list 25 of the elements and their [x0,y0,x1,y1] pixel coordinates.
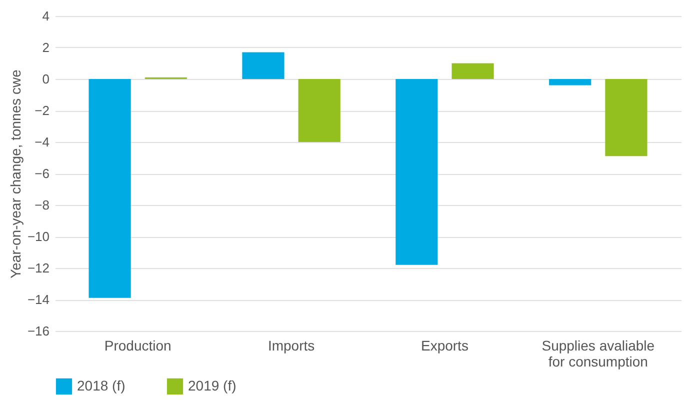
bar [242,52,284,79]
y-axis-title: Year-on-year change, tonnes cwe [7,69,24,278]
x-tick-label: Production [104,338,172,354]
y-tick-label: 4 [42,8,50,24]
y-tick-label: −16 [27,324,50,338]
bar [605,79,648,156]
y-tick-label: 2 [42,40,50,55]
y-tick-label: −14 [27,292,50,307]
y-tick-label: −2 [34,103,50,118]
y-tick-label: 0 [42,72,50,86]
x-tick-label: Imports [268,338,315,354]
y-tick-label: −10 [27,229,50,244]
y-tick-label: −6 [34,166,50,181]
bar [549,79,592,86]
bar [298,79,340,142]
y-tick-label: −12 [27,260,50,276]
legend-label: 2018 (f) [77,377,126,394]
x-tick-label: Supplies avaliable for consumption [542,338,655,370]
x-tick-label: Exports [420,338,468,354]
bar [88,79,131,298]
bar [452,63,494,79]
y-tick-label: −4 [34,134,50,150]
bar [396,79,438,265]
legend-label: 2019 (f) [188,377,236,394]
y-tick-label: −8 [34,198,50,212]
